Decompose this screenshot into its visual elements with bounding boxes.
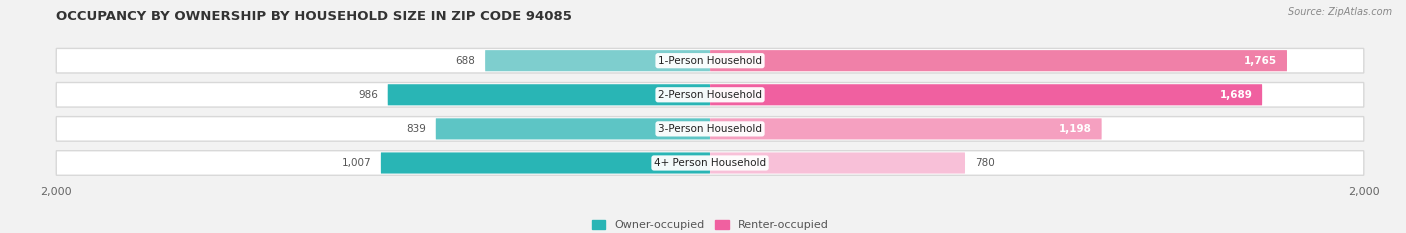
Text: 4+ Person Household: 4+ Person Household bbox=[654, 158, 766, 168]
FancyBboxPatch shape bbox=[710, 152, 965, 174]
FancyBboxPatch shape bbox=[56, 82, 1364, 107]
Text: 3-Person Household: 3-Person Household bbox=[658, 124, 762, 134]
Text: 688: 688 bbox=[456, 56, 475, 66]
Legend: Owner-occupied, Renter-occupied: Owner-occupied, Renter-occupied bbox=[588, 216, 832, 233]
Text: 780: 780 bbox=[974, 158, 994, 168]
Text: OCCUPANCY BY OWNERSHIP BY HOUSEHOLD SIZE IN ZIP CODE 94085: OCCUPANCY BY OWNERSHIP BY HOUSEHOLD SIZE… bbox=[56, 10, 572, 23]
Text: 1,689: 1,689 bbox=[1219, 90, 1253, 100]
FancyBboxPatch shape bbox=[485, 50, 710, 71]
FancyBboxPatch shape bbox=[710, 84, 1263, 105]
FancyBboxPatch shape bbox=[436, 118, 710, 140]
FancyBboxPatch shape bbox=[56, 116, 1364, 141]
FancyBboxPatch shape bbox=[56, 151, 1364, 175]
FancyBboxPatch shape bbox=[710, 118, 1102, 140]
FancyBboxPatch shape bbox=[388, 84, 710, 105]
FancyBboxPatch shape bbox=[56, 48, 1364, 73]
Text: 1-Person Household: 1-Person Household bbox=[658, 56, 762, 66]
Text: 1,765: 1,765 bbox=[1244, 56, 1277, 66]
Text: Source: ZipAtlas.com: Source: ZipAtlas.com bbox=[1288, 7, 1392, 17]
Text: 2-Person Household: 2-Person Household bbox=[658, 90, 762, 100]
Text: 839: 839 bbox=[406, 124, 426, 134]
FancyBboxPatch shape bbox=[381, 152, 710, 174]
Text: 986: 986 bbox=[359, 90, 378, 100]
Text: 1,007: 1,007 bbox=[342, 158, 371, 168]
FancyBboxPatch shape bbox=[710, 50, 1286, 71]
Text: 1,198: 1,198 bbox=[1059, 124, 1092, 134]
